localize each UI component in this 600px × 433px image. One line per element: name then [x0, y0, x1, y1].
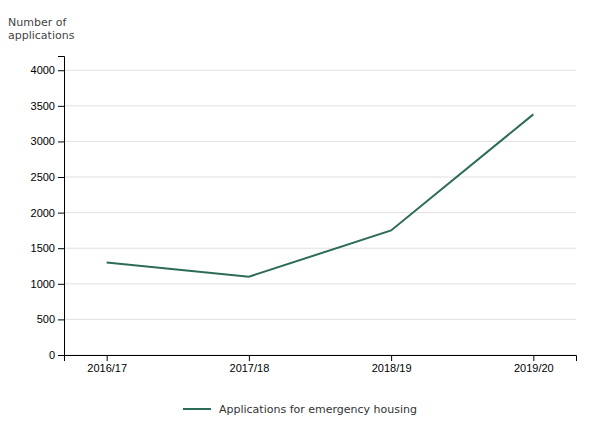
y-tick: 1500: [31, 242, 64, 254]
y-tick: 2500: [31, 171, 64, 183]
y-tick-label: 1000: [31, 278, 55, 290]
chart: 050010001500200025003000350040002016/172…: [0, 0, 600, 433]
y-tick-label: 500: [37, 313, 55, 325]
y-tick: 4000: [31, 64, 64, 76]
line: [107, 114, 534, 276]
y-tick-label: 0: [49, 349, 55, 361]
y-tick-mark: [58, 284, 64, 285]
y-tick-mark: [58, 213, 64, 214]
y-tick: 3500: [31, 100, 64, 112]
x-axis-line: [65, 356, 577, 362]
y-tick-mark: [58, 177, 64, 178]
x-tick-label: 2019/20: [514, 362, 554, 374]
x-tick: 2019/20: [514, 355, 554, 374]
legend-item: Applications for emergency housing: [183, 403, 417, 416]
grid-line: [64, 283, 576, 284]
y-tick-label: 3500: [31, 100, 55, 112]
marks: [107, 114, 534, 276]
grid-line: [64, 70, 576, 71]
y-tick: 3000: [31, 135, 64, 147]
grid-line: [64, 177, 576, 178]
y-tick: 1000: [31, 278, 64, 290]
x-tick-label: 2016/17: [87, 362, 127, 374]
x-tick: 2017/18: [230, 355, 270, 374]
plot: 050010001500200025003000350040002016/172…: [31, 57, 577, 374]
y-tick-mark: [58, 141, 64, 142]
x-axis: 2016/17 2017/18 2018/19 2019/20: [65, 355, 577, 374]
y-tick-label: 1500: [31, 242, 55, 254]
y-tick-mark: [58, 319, 64, 320]
legend-swatch: [183, 408, 211, 410]
y-tick-label: 2500: [31, 171, 55, 183]
y-tick: 0: [49, 349, 64, 361]
y-axis-line: [58, 57, 65, 356]
grid-line: [64, 248, 576, 249]
y-tick-mark: [58, 248, 64, 249]
y-tick: 500: [37, 313, 64, 325]
x-tick-mark: [107, 355, 108, 361]
x-tick-label: 2018/19: [372, 362, 412, 374]
y-tick-label: 2000: [31, 207, 55, 219]
y-tick: 2000: [31, 207, 64, 219]
x-tick-mark: [391, 355, 392, 361]
y-axis: 0 500 1000 1500 2000 2500 3000 3500 4000: [31, 57, 65, 362]
x-tick-mark: [249, 355, 250, 361]
grid-line: [64, 319, 576, 320]
x-tick-label: 2017/18: [230, 362, 270, 374]
x-tick: 2018/19: [372, 355, 412, 374]
y-tick-label: 4000: [31, 64, 55, 76]
x-tick: 2016/17: [87, 355, 127, 374]
x-tick-mark: [533, 355, 534, 361]
y-tick-mark: [58, 70, 64, 71]
y-axis-title: Number ofapplications: [8, 16, 75, 42]
grid-line: [64, 212, 576, 213]
y-tick-mark: [58, 106, 64, 107]
grid: [64, 70, 576, 355]
y-tick-label: 3000: [31, 135, 55, 147]
legend-label: Applications for emergency housing: [219, 403, 417, 416]
grid-line: [64, 105, 576, 106]
y-tick-mark: [58, 355, 64, 356]
legend: Applications for emergency housing: [183, 403, 417, 416]
